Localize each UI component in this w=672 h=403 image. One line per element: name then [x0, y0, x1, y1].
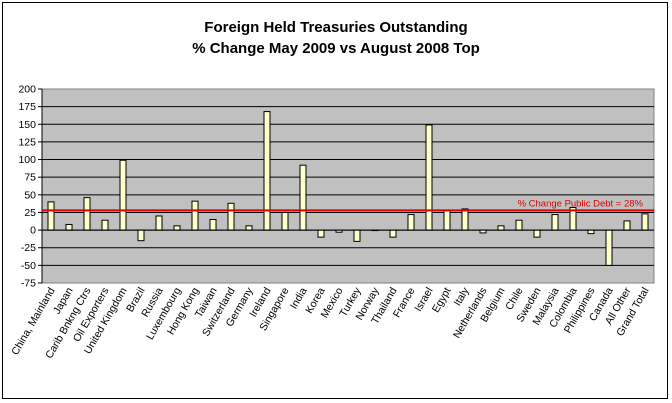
y-tick-label: 25 [24, 207, 36, 219]
bar [119, 159, 127, 231]
y-tick-label: -25 [21, 242, 36, 254]
bar [515, 219, 523, 231]
y-tick-label: -50 [21, 260, 36, 272]
bar [47, 201, 55, 231]
y-tick-label: 0 [30, 225, 36, 237]
chart-subtitle: % Change May 2009 vs August 2008 Top [192, 40, 480, 57]
plot-area [41, 88, 655, 284]
y-tick-label: 75 [24, 172, 36, 184]
chart-frame: Foreign Held Treasuries Outstanding % Ch… [2, 2, 668, 399]
bar [461, 208, 469, 231]
x-tick-label: Egypt [430, 285, 454, 314]
bar [587, 229, 595, 235]
bars [42, 111, 654, 266]
bar [101, 219, 109, 231]
bar [299, 164, 307, 231]
bar [407, 214, 415, 231]
reference-line-group: % Change Public Debt = 28% [42, 198, 654, 212]
y-tick-label: 200 [18, 84, 36, 96]
bar-chart: 200 175 150 125 100 75 50 25 0 -25 -50 -75 % Change… [9, 84, 655, 361]
bar [137, 229, 145, 242]
y-tick-label: 100 [18, 154, 36, 166]
bar [353, 229, 361, 242]
y-tick-label: -75 [21, 278, 36, 290]
bar [425, 124, 433, 231]
y-tick-label: 50 [24, 189, 36, 201]
bar [83, 197, 91, 231]
bar [245, 225, 253, 231]
y-tick-label: 175 [18, 101, 36, 113]
chart-title: Foreign Held Treasuries Outstanding [204, 19, 468, 36]
bar [65, 223, 73, 231]
y-tick-label: 125 [18, 136, 36, 148]
bar [263, 111, 271, 231]
bar [551, 214, 559, 231]
bar [155, 215, 163, 231]
bar [641, 213, 649, 231]
bar [443, 209, 451, 231]
reference-line-label: % Change Public Debt = 28% [518, 198, 644, 209]
y-tick-label: 150 [18, 119, 36, 131]
chart-title-block: Foreign Held Treasuries Outstanding % Ch… [3, 17, 669, 59]
bar [389, 229, 397, 238]
bar [191, 200, 199, 231]
bar [605, 229, 613, 266]
bar [227, 202, 235, 231]
bar [281, 211, 289, 231]
bar [623, 220, 631, 231]
y-axis: 200 175 150 125 100 75 50 25 0 -25 -50 -75 [18, 84, 43, 290]
bar [209, 219, 217, 231]
bar [317, 229, 325, 238]
bar [173, 225, 181, 231]
bar [497, 225, 505, 231]
bar [533, 229, 541, 238]
